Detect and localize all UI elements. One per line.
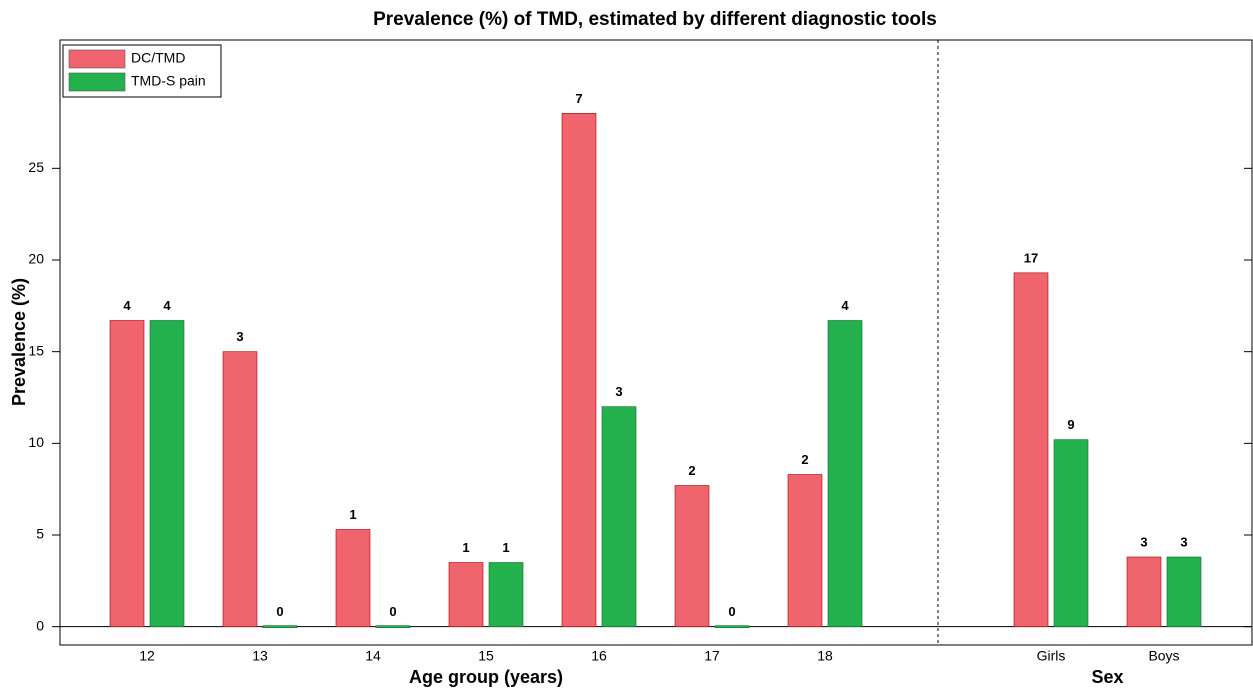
legend-swatch (68, 49, 126, 69)
count-label: 1 (349, 507, 356, 522)
count-label: 3 (236, 329, 243, 344)
count-label: 3 (615, 384, 622, 399)
plot-frame (59, 39, 1253, 646)
bar (149, 320, 185, 627)
count-label: 2 (688, 463, 695, 478)
count-label: 7 (575, 91, 582, 106)
count-label: 4 (163, 298, 171, 313)
bar (1053, 439, 1089, 627)
legend-label: TMD-S pain (131, 73, 206, 89)
x-tick-label: 18 (817, 648, 833, 664)
x-tick-label: 12 (139, 648, 155, 664)
y-tick-label: 25 (28, 159, 44, 175)
bar (222, 351, 258, 627)
count-label: 0 (728, 604, 735, 619)
bar (1013, 272, 1049, 627)
bar (674, 485, 710, 627)
count-label: 1 (502, 540, 509, 555)
bar (561, 113, 597, 627)
bar (262, 625, 298, 628)
bar (1166, 556, 1202, 627)
y-tick-label: 10 (28, 434, 44, 450)
count-label: 0 (389, 604, 396, 619)
bar (714, 625, 750, 628)
bar (1126, 556, 1162, 627)
count-label: 2 (801, 452, 808, 467)
legend-label: DC/TMD (131, 50, 185, 66)
bar (375, 625, 411, 628)
x-tick-label: 13 (252, 648, 268, 664)
bar (601, 406, 637, 627)
x-tick-label: 14 (365, 648, 381, 664)
y-tick-label: 0 (36, 617, 44, 633)
x-tick-label: Boys (1148, 648, 1179, 664)
bar (488, 562, 524, 627)
chart-title: Prevalence (%) of TMD, estimated by diff… (373, 9, 937, 30)
bar (109, 320, 145, 627)
bar (827, 320, 863, 627)
y-tick-label: 5 (36, 526, 44, 542)
count-label: 4 (841, 298, 849, 313)
y-tick-label: 20 (28, 251, 44, 267)
count-label: 3 (1180, 534, 1187, 549)
y-axis-label: Prevalence (%) (9, 278, 29, 406)
x-tick-label: 16 (591, 648, 607, 664)
x-tick-label: 17 (704, 648, 720, 664)
x-tick-label: 15 (478, 648, 494, 664)
x-tick-label: Girls (1037, 648, 1066, 664)
count-label: 4 (123, 298, 131, 313)
count-label: 17 (1024, 250, 1038, 265)
count-label: 0 (276, 604, 283, 619)
count-label: 1 (462, 540, 469, 555)
count-label: 9 (1067, 417, 1074, 432)
x-axis-label: Sex (1091, 667, 1123, 687)
bar (787, 474, 823, 627)
bar (448, 562, 484, 627)
y-tick-label: 15 (28, 342, 44, 358)
legend-swatch (68, 72, 126, 92)
x-axis-label: Age group (years) (409, 667, 563, 687)
bar (335, 529, 371, 627)
count-label: 3 (1140, 534, 1147, 549)
